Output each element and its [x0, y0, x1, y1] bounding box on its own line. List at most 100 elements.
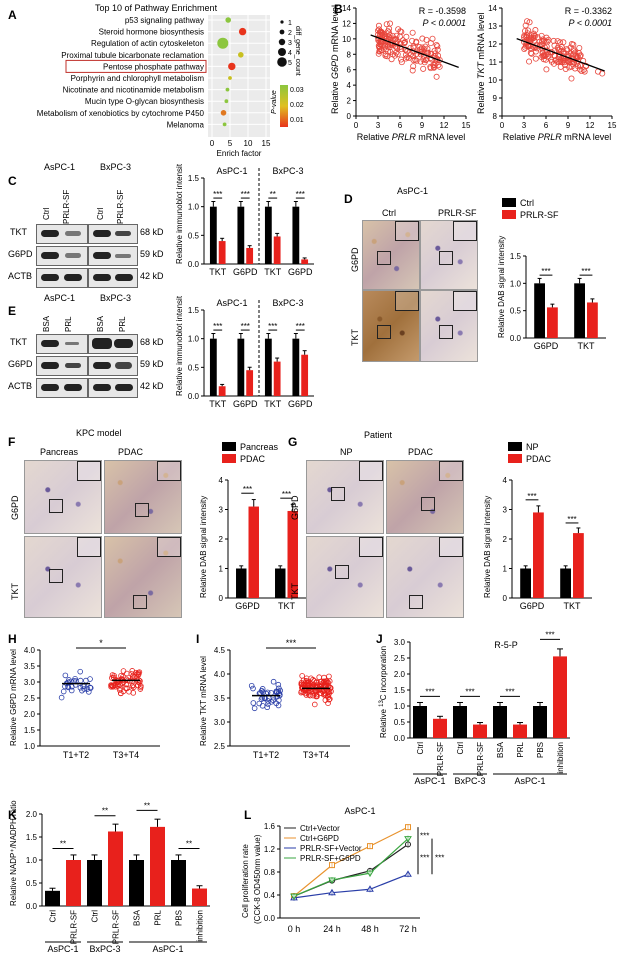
data-point [326, 678, 333, 684]
y-tick-label: 1.0 [24, 742, 36, 751]
bar [533, 512, 544, 598]
panel-i-chart: 2.5 3.0 3.5 4.0 4.5 T1+T2 T3+T4 *** Relative TKT… [199, 638, 350, 760]
data-point [83, 677, 89, 684]
y-tick-label: 2.0 [394, 670, 406, 679]
x-category-label: inhibition [556, 742, 565, 774]
y-tick-label: 0.5 [394, 718, 406, 727]
significance-mark: ** [102, 807, 108, 816]
scatter-point [550, 60, 557, 67]
legend-label: PDAC [526, 454, 552, 464]
data-point [276, 685, 282, 692]
enrichment-point [228, 62, 236, 71]
scatter-point [413, 57, 420, 64]
data-point [318, 678, 325, 685]
scatter-point [420, 56, 427, 63]
significance-mark: *** [425, 687, 434, 696]
x-category-label: G6PD [235, 601, 260, 611]
x-tick-label: 10 [244, 139, 253, 148]
y-tick-label: 13 [488, 22, 497, 31]
y-tick-label: 1.0 [510, 279, 522, 288]
data-point [325, 689, 332, 696]
data-point [120, 668, 127, 674]
size-legend-dot [278, 48, 286, 56]
x-tick-label: 15 [608, 121, 617, 130]
panel-e-size: 68 kD [140, 337, 164, 347]
panel-a-size-title: diff_gene_count [294, 26, 301, 76]
y-tick-label: 0.0 [510, 334, 522, 343]
y-tick-label: 1.2 [264, 845, 276, 854]
y-tick-label: 0.0 [26, 902, 38, 911]
x-category-label: Ctrl [416, 742, 425, 755]
pathway-label: Regulation of actin cytoskeleton [91, 39, 204, 48]
panel-a-color-scale [280, 85, 288, 127]
x-category-label: T3+T4 [303, 750, 329, 760]
significance-mark: * [99, 638, 103, 648]
scatter-point [409, 29, 416, 36]
data-point [265, 698, 271, 704]
blot-strip [88, 268, 138, 288]
significance-mark: *** [243, 485, 252, 494]
data-point [60, 688, 67, 695]
scatter-point [397, 28, 404, 35]
panel-e-lane: BSA [96, 315, 105, 332]
panel-f-model: KPC model [76, 428, 122, 438]
x-category-label: TKT [578, 341, 596, 351]
data-point [259, 686, 266, 692]
enrichment-point [228, 76, 232, 80]
data-point [275, 681, 282, 688]
significance-mark: *** [241, 322, 250, 331]
legend-swatch [222, 454, 236, 463]
bar [192, 888, 207, 906]
data-point [264, 689, 271, 696]
significance-mark: *** [567, 515, 576, 524]
y-tick-label: 1.5 [510, 252, 522, 261]
scatter-point [375, 22, 382, 29]
pathway-label: Pentose phosphate pathway [103, 62, 204, 71]
scatter-point [412, 56, 419, 63]
scatter-point [577, 53, 584, 60]
y-axis-label: Relative immunoblot intensity [176, 164, 184, 264]
y-axis-label: (CCK-8 OD450nm value) [253, 834, 262, 924]
panel-label-e: E [8, 304, 17, 318]
chart-title: R-5-P [494, 640, 518, 650]
bar [150, 826, 165, 906]
scatter-point [560, 39, 567, 46]
data-point [321, 674, 327, 681]
panel-b-chart: 0 3 6 9 12 15 0 2 4 6 8 10 12 14 R = -0.3598 P < 0.0001… [330, 4, 617, 142]
bar [87, 860, 102, 906]
blot-strip [36, 246, 88, 266]
scatter-point [562, 66, 569, 73]
bar [513, 724, 527, 738]
x-tick-label: 72 h [399, 924, 417, 934]
panel-c-lane: Ctrl [96, 207, 105, 220]
enrichment-point [225, 17, 231, 23]
y-tick-label: 1.5 [24, 726, 36, 735]
data-point [68, 687, 75, 694]
scatter-point [399, 37, 406, 44]
panel-a-color-tick: 0.02 [290, 102, 304, 109]
x-tick-label: 12 [440, 121, 449, 130]
bar [236, 568, 247, 598]
ihc-image [386, 536, 464, 618]
pathway-label: Proximal tubule bicarbonate reclamation [61, 51, 204, 60]
panel-c-size: 59 kD [140, 249, 164, 259]
regression-line [370, 34, 459, 69]
bar [273, 236, 281, 264]
bar [218, 241, 226, 264]
y-tick-label: 1.5 [394, 686, 406, 695]
scatter-point [430, 61, 437, 68]
x-axis-label: Relative PRLR mRNA level [357, 132, 466, 142]
x-tick-label: 5 [228, 139, 233, 148]
bar [248, 506, 259, 598]
bar [273, 361, 281, 396]
panel-e-lane: BSA [42, 315, 51, 332]
data-point [250, 700, 257, 706]
scatter-point [419, 35, 426, 42]
data-point [306, 689, 312, 696]
scatter-point [436, 63, 443, 70]
bar [246, 247, 254, 264]
scatter-point [376, 44, 383, 51]
scatter-point [541, 53, 548, 60]
blot-strip [36, 224, 88, 244]
y-tick-label: 3.0 [214, 718, 226, 727]
